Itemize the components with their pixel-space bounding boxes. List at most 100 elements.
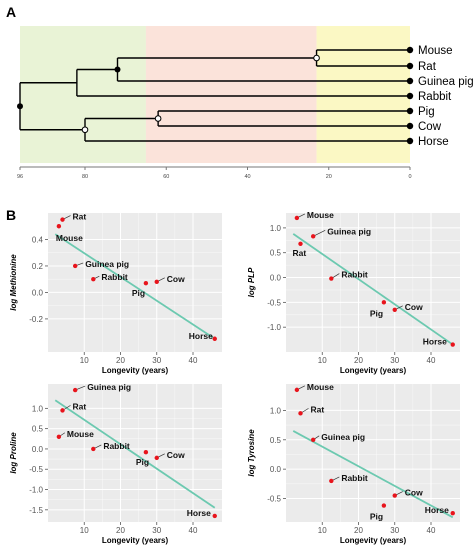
point-mouse <box>294 387 300 393</box>
point-pig <box>381 300 387 305</box>
regression-line <box>292 233 454 346</box>
leaf-dot-guinea-pig <box>406 77 414 85</box>
point-label-cow: Cow <box>405 488 423 498</box>
point-horse <box>212 336 217 341</box>
point-rat <box>60 217 65 222</box>
time-tick-label-0: 0 <box>408 174 411 180</box>
point-rabbit <box>329 276 334 281</box>
point-label-rat: Rat <box>73 212 87 222</box>
y-tick-label: 0.0 <box>270 465 282 474</box>
point-label-cow: Cow <box>167 450 185 460</box>
y-tick-label: 0.2 <box>32 262 44 271</box>
scatter-methionine: 10 20 30 40 0.4 0.2 0.0 -0.2 Rat Mouse Guinea pig R… <box>9 212 222 375</box>
x-tick-label-10: 10 <box>318 356 327 365</box>
point-rat <box>60 408 65 413</box>
y-tick-label: -0.5 <box>267 495 281 504</box>
point-rabbit <box>329 478 334 484</box>
label-leader-guinea-pig <box>313 230 326 237</box>
point-label-cow: Cow <box>405 302 423 312</box>
phylogenetic-tree: Mouse Rat Guinea pig Rabbit Pig Cow Horse 96 80 6… <box>17 26 474 180</box>
point-guinea-pig <box>310 437 316 442</box>
y-tick-label: 1.0 <box>32 404 44 413</box>
time-tick-label-60: 60 <box>163 174 169 180</box>
y-tick-label: 0.0 <box>32 445 44 454</box>
y-tick-label: -0.2 <box>29 315 43 324</box>
node-open-2 <box>154 115 162 122</box>
y-tick-label: -0.5 <box>267 298 281 307</box>
point-mouse <box>56 434 62 439</box>
leaf-dot-mouse <box>406 46 414 54</box>
scatter-plp: 10 20 30 40 1.0 0.5 0.0 -0.5 -1.0 Mouse Rat Guinea … <box>247 210 460 375</box>
point-label-mouse: Mouse <box>67 429 94 439</box>
regression-line <box>54 233 216 340</box>
leaf-dot-rat <box>406 62 414 70</box>
x-tick-label-30: 30 <box>390 356 399 365</box>
point-guinea-pig <box>72 387 78 393</box>
y-tick-label: 1.0 <box>270 406 282 415</box>
y-tick-label: 0.0 <box>270 274 282 283</box>
time-band-1 <box>20 26 146 163</box>
leaf-label-rabbit: Rabbit <box>418 91 452 103</box>
x-tick-label-40: 40 <box>427 356 436 365</box>
point-cow <box>154 455 159 461</box>
point-label-cow: Cow <box>167 274 185 284</box>
point-rat <box>298 241 303 246</box>
x-tick-label-40: 40 <box>189 526 198 535</box>
point-horse <box>450 342 455 347</box>
point-mouse <box>294 215 300 221</box>
leaf-label-mouse: Mouse <box>418 45 453 57</box>
point-label-rat: Rat <box>311 404 325 414</box>
time-band-2 <box>145 26 317 163</box>
y-tick-label: 0.0 <box>32 288 44 297</box>
point-label-rat: Rat <box>73 401 87 411</box>
time-tick-label-80: 80 <box>82 174 88 180</box>
x-tick-label-10: 10 <box>80 356 89 365</box>
y-tick-label: -1.0 <box>267 323 281 332</box>
point-label-rabbit: Rabbit <box>103 441 130 451</box>
point-cow <box>392 493 397 498</box>
point-cow <box>392 307 397 313</box>
point-label-pig: Pig <box>132 288 145 298</box>
point-label-rabbit: Rabbit <box>341 270 368 280</box>
point-label-mouse: Mouse <box>56 233 83 243</box>
point-label-mouse: Mouse <box>307 210 334 220</box>
y-axis-label: log PLP <box>247 267 256 297</box>
point-guinea-pig <box>310 234 316 239</box>
x-axis-label: Longevity (years) <box>340 366 407 375</box>
y-tick-label: 0.4 <box>32 235 44 244</box>
point-guinea-pig <box>72 263 78 269</box>
leaf-label-pig: Pig <box>418 106 435 118</box>
x-tick-label-10: 10 <box>318 526 327 535</box>
x-tick-label-40: 40 <box>427 526 436 535</box>
y-tick-label: -0.5 <box>29 465 43 474</box>
node-open-1 <box>313 54 320 62</box>
point-label-guinea-pig: Guinea pig <box>87 382 131 392</box>
y-tick-label: 0.5 <box>270 436 282 445</box>
point-label-horse: Horse <box>189 331 213 341</box>
x-tick-label-30: 30 <box>152 356 161 365</box>
x-tick-label-20: 20 <box>116 356 125 365</box>
point-mouse <box>56 224 62 229</box>
y-tick-label: 0.5 <box>32 425 44 434</box>
point-pig <box>381 503 387 508</box>
time-tick-label-20: 20 <box>326 174 332 180</box>
y-tick-label: 1.0 <box>270 224 282 233</box>
regression-line <box>292 430 454 519</box>
x-axis-label: Longevity (years) <box>340 536 407 545</box>
leaf-dot-rabbit <box>406 92 414 100</box>
x-tick-label-40: 40 <box>189 356 198 365</box>
y-tick-label: -1.0 <box>29 486 43 495</box>
y-axis-label: log Tyrosine <box>247 429 256 477</box>
point-label-horse: Horse <box>425 505 449 515</box>
x-tick-label-20: 20 <box>354 526 363 535</box>
x-axis-label: Longevity (years) <box>102 366 169 375</box>
point-pig <box>143 449 149 455</box>
node-filled <box>114 66 121 73</box>
point-label-pig: Pig <box>370 308 383 318</box>
point-pig <box>143 280 149 286</box>
leaf-label-cow: Cow <box>418 121 442 133</box>
node-root <box>17 103 23 110</box>
point-label-horse: Horse <box>187 508 211 518</box>
point-label-pig: Pig <box>136 457 149 467</box>
